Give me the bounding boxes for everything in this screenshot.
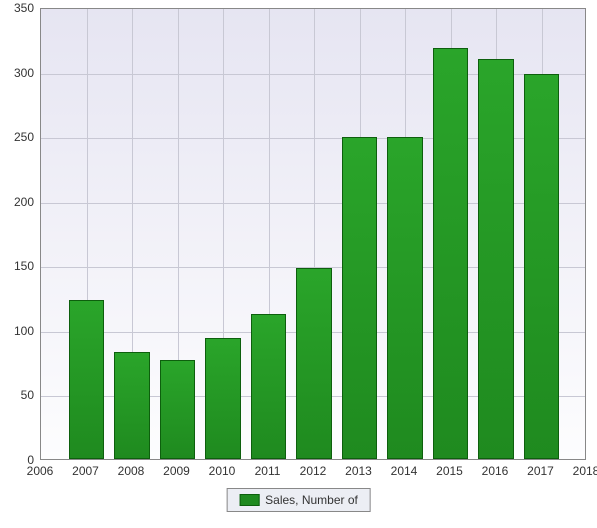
x-tick-label: 2018 [573, 464, 597, 478]
bar [387, 137, 422, 459]
bar [114, 352, 149, 459]
x-tick-label: 2008 [118, 464, 145, 478]
x-tick-label: 2014 [391, 464, 418, 478]
x-tick-label: 2015 [436, 464, 463, 478]
plot-area [40, 8, 586, 460]
bar [524, 74, 559, 459]
bar [342, 137, 377, 459]
y-tick-label: 150 [4, 259, 34, 273]
x-tick-label: 2017 [527, 464, 554, 478]
y-tick-label: 350 [4, 1, 34, 15]
bar [160, 360, 195, 459]
legend: Sales, Number of [226, 488, 371, 512]
bar [296, 268, 331, 459]
bar [251, 314, 286, 459]
x-tick-label: 2010 [209, 464, 236, 478]
x-tick-label: 2006 [27, 464, 54, 478]
bar [69, 300, 104, 459]
x-tick-label: 2013 [345, 464, 372, 478]
sales-bar-chart: 050100150200250300350 200620072008200920… [0, 0, 597, 528]
legend-label: Sales, Number of [265, 493, 358, 507]
bar [478, 59, 513, 459]
bar [205, 338, 240, 459]
y-tick-label: 200 [4, 195, 34, 209]
y-tick-label: 100 [4, 324, 34, 338]
x-tick-label: 2016 [482, 464, 509, 478]
y-tick-label: 50 [4, 388, 34, 402]
x-tick-label: 2007 [72, 464, 99, 478]
y-tick-label: 250 [4, 130, 34, 144]
y-tick-label: 300 [4, 66, 34, 80]
legend-swatch [239, 494, 259, 506]
x-tick-label: 2011 [255, 464, 281, 478]
bar [433, 48, 468, 459]
x-tick-label: 2009 [163, 464, 190, 478]
x-tick-label: 2012 [300, 464, 327, 478]
